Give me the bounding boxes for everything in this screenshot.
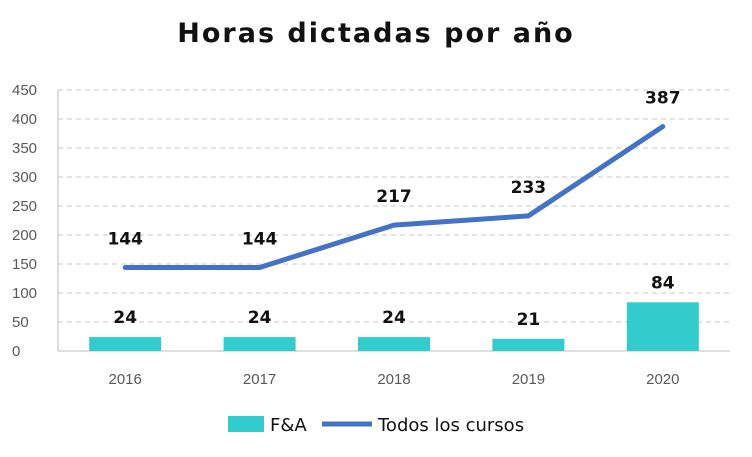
bar [492,338,565,351]
line-data-label: 144 [107,229,143,249]
y-tick-label: 150 [12,256,37,273]
legend-label-bar: F&A [270,415,307,436]
y-tick-label: 300 [12,169,37,186]
x-tick-label: 2016 [109,371,142,388]
x-tick-label: 2019 [512,371,545,388]
y-tick-label: 400 [12,111,37,128]
y-tick-label: 100 [12,285,37,302]
bar-data-label: 24 [248,308,272,328]
line-data-label: 217 [376,187,412,207]
bar-data-label: 24 [113,308,137,328]
y-tick-label: 250 [12,198,37,215]
bar-data-label: 84 [651,273,675,293]
bar [223,337,296,351]
chart-title: Horas dictadas por año [177,18,575,49]
legend-label-line: Todos los cursos [377,415,524,436]
bar-data-label: 24 [382,308,406,328]
x-tick-label: 2017 [243,371,276,388]
y-tick-label: 50 [12,314,29,331]
bar [358,337,430,351]
x-tick-label: 2018 [377,371,410,388]
series-line-todos-los-cursos [122,124,666,270]
y-tick-label: 450 [12,82,37,99]
bar [626,302,699,351]
bar [89,337,162,351]
legend-swatch-bar [228,416,264,432]
line-data-label: 144 [242,229,278,249]
y-tick-label: 0 [12,343,20,360]
line-data-label: 387 [645,89,681,109]
bar-data-label: 21 [517,310,541,330]
line-data-label: 233 [511,178,547,198]
x-tick-label: 2020 [646,371,679,388]
y-tick-label: 350 [12,140,37,157]
y-tick-label: 200 [12,227,37,244]
